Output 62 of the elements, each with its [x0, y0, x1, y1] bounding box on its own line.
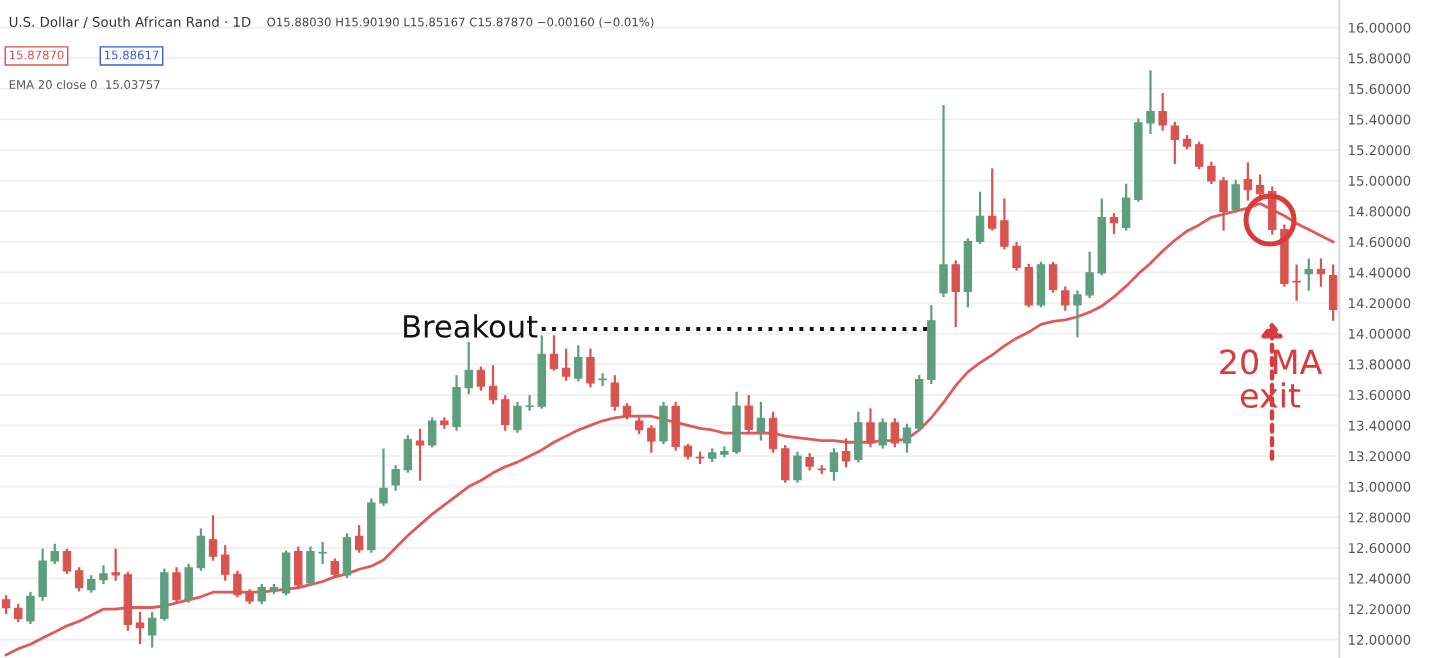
candlestick — [1121, 183, 1131, 231]
candlestick — [342, 533, 352, 579]
candlestick — [890, 418, 900, 448]
candlestick — [74, 567, 84, 592]
candlestick — [1231, 179, 1240, 213]
candlestick — [1158, 93, 1167, 131]
candlestick — [427, 417, 437, 448]
series-label: Breakout — [404, 314, 538, 338]
candlestick — [854, 411, 863, 463]
candlestick — [281, 550, 291, 596]
candlestick — [781, 445, 790, 483]
candlestick — [1109, 213, 1119, 235]
candlestick — [62, 548, 72, 575]
candlestick — [294, 546, 303, 589]
candlestick — [1255, 174, 1265, 201]
candlestick — [1170, 121, 1180, 164]
candlestick — [610, 375, 620, 411]
candlestick — [391, 465, 400, 491]
candlestick — [501, 395, 510, 431]
candlestick — [768, 411, 778, 453]
candlestick — [756, 401, 766, 441]
candlestick — [561, 348, 571, 381]
candlestick — [951, 260, 960, 328]
candlestick — [1304, 258, 1313, 291]
candlestick — [1194, 141, 1204, 170]
candlestick — [1048, 261, 1058, 293]
candlestick — [939, 105, 948, 298]
candlestick — [476, 366, 486, 391]
candlestick — [1243, 162, 1253, 201]
candlestick — [208, 515, 218, 561]
candlestick — [647, 425, 656, 453]
candlestick — [403, 435, 413, 473]
candlestick — [659, 401, 668, 445]
candlestick — [160, 568, 169, 621]
candlestick — [111, 548, 120, 581]
candlestick — [257, 583, 266, 605]
candlestick — [172, 567, 181, 605]
candlestick — [829, 448, 839, 481]
candlestick — [586, 348, 595, 388]
candlestick — [744, 395, 753, 435]
candlestick — [598, 373, 607, 387]
candlestick — [1036, 261, 1046, 308]
candlestick — [488, 365, 498, 405]
candlestick — [549, 335, 559, 371]
candlestick — [196, 528, 206, 571]
candlestick — [671, 401, 680, 451]
candlestick — [817, 465, 826, 474]
candlestick — [866, 408, 875, 448]
candlestick — [1328, 264, 1338, 321]
candlestick — [841, 438, 851, 468]
candlestick — [975, 191, 985, 244]
candlestick — [1316, 258, 1326, 287]
candlestick — [793, 451, 802, 483]
candlestick — [147, 611, 157, 648]
candlestick — [574, 345, 583, 382]
candlestick — [135, 611, 145, 645]
candlestick — [878, 418, 887, 449]
candlestick — [354, 525, 364, 553]
candlestick — [902, 423, 912, 453]
candlestick — [184, 563, 193, 603]
candlestick — [1061, 286, 1070, 311]
candlestick — [415, 428, 425, 481]
